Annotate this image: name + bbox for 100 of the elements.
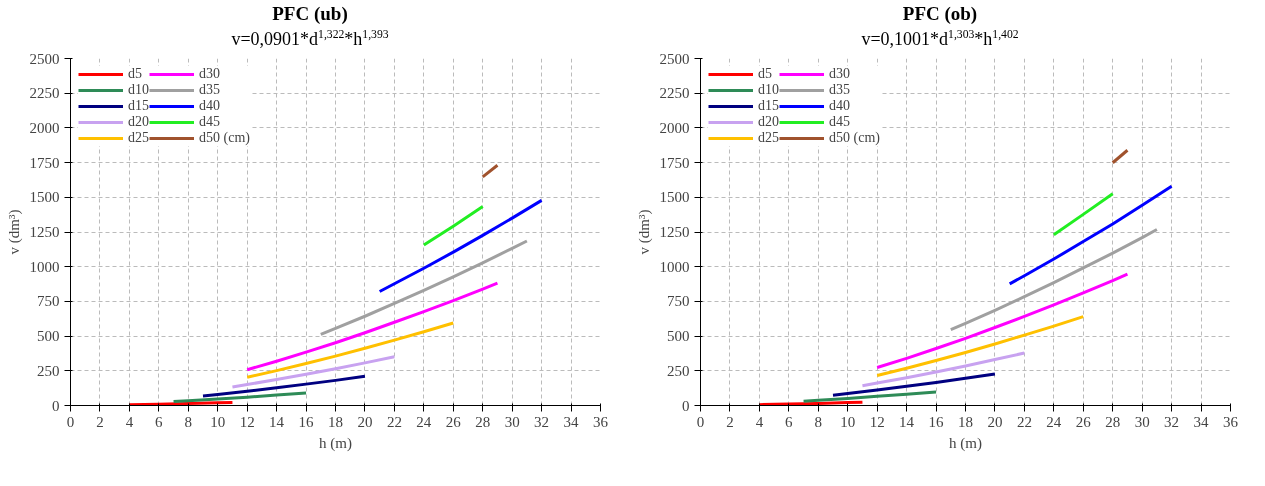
x-tick-label: 22 [386, 413, 402, 430]
chart-subtitle: v=0,1001*d$^{1,303}$*h$^{1,402}$ [861, 27, 1019, 52]
legend-label: d20 [128, 113, 149, 130]
y-tick-label: 250 [37, 362, 60, 379]
x-tick-label: 2 [726, 413, 734, 430]
x-tick-label: 8 [814, 413, 823, 430]
x-tick-label: 34 [1193, 413, 1210, 430]
x-tick-label: 12 [869, 413, 885, 430]
x-tick-label: 6 [785, 413, 794, 430]
x-tick-label: 14 [269, 413, 285, 430]
x-tick-label: 4 [125, 413, 134, 430]
y-tick-label: 2250 [659, 85, 690, 102]
x-tick-label: 26 [445, 413, 462, 430]
line-series [378, 198, 544, 293]
x-tick-label: 32 [1164, 413, 1180, 430]
line-series [802, 390, 938, 403]
x-tick-label: 36 [1223, 413, 1239, 430]
legend-label: d40 [829, 97, 850, 114]
x-tick-label: 0 [696, 413, 705, 430]
x-tick-label: 28 [475, 413, 491, 430]
legend-label: d25 [758, 129, 779, 146]
legend-label: d45 [199, 113, 220, 130]
line-series [949, 227, 1159, 332]
legend-label: d40 [199, 97, 220, 114]
x-tick-label: 4 [755, 413, 764, 430]
line-series [831, 372, 997, 397]
x-tick-label: 6 [155, 413, 164, 430]
legend-label: d30 [199, 65, 220, 82]
line-series [319, 239, 529, 336]
chart-subtitle: v=0,0901*d$^{1,322}$*h$^{1,393}$ [231, 27, 389, 52]
x-tick-label: 20 [987, 413, 1003, 430]
legend-label: d50 (cm) [829, 129, 880, 146]
x-tick-label: 30 [504, 413, 520, 430]
x-tick-label: 16 [928, 413, 945, 430]
x-tick-label: 12 [239, 413, 255, 430]
y-tick-label: 2500 [659, 50, 690, 67]
y-tick-label: 1750 [29, 154, 60, 171]
line-series [245, 281, 499, 372]
line-series [1008, 184, 1174, 286]
legend-label: d30 [829, 65, 850, 82]
legend-label: d15 [758, 97, 779, 114]
y-tick-label: 1250 [659, 223, 690, 240]
x-tick-label: 22 [1016, 413, 1032, 430]
y-tick-label: 1000 [29, 258, 60, 275]
line-series [230, 355, 396, 389]
x-tick-label: 36 [593, 413, 609, 430]
legend-label: d5 [128, 65, 143, 82]
x-tick-label: 2 [96, 413, 104, 430]
x-tick-label: 24 [1046, 413, 1062, 430]
y-tick-label: 0 [52, 397, 60, 414]
line-series [172, 391, 308, 403]
y-axis-title: v (dm³) [635, 209, 653, 255]
legend-label: d10 [128, 81, 149, 98]
y-tick-label: 2250 [29, 85, 60, 102]
y-tick-label: 1500 [659, 189, 690, 206]
line-series [245, 321, 455, 379]
legend-label: d35 [829, 81, 850, 98]
chart-title: PFC (ob) [902, 2, 978, 26]
y-tick-label: 1000 [659, 258, 690, 275]
x-tick-label: 34 [563, 413, 580, 430]
y-tick-label: 500 [667, 327, 690, 344]
y-tick-label: 0 [682, 397, 690, 414]
x-tick-label: 30 [1134, 413, 1150, 430]
legend-label: d15 [128, 97, 149, 114]
y-tick-label: 1500 [29, 189, 60, 206]
line-series [860, 351, 1026, 387]
y-tick-label: 2000 [659, 119, 690, 136]
x-tick-label: 16 [298, 413, 315, 430]
line-series [201, 374, 367, 398]
x-axis-title: h (m) [319, 434, 352, 452]
x-tick-label: 26 [1075, 413, 1092, 430]
x-tick-label: 0 [66, 413, 75, 430]
legend-label: d25 [128, 129, 149, 146]
x-tick-label: 18 [958, 413, 973, 430]
y-tick-label: 1250 [29, 223, 60, 240]
y-tick-label: 1750 [659, 154, 690, 171]
y-tick-label: 2500 [29, 50, 60, 67]
y-tick-label: 2000 [29, 119, 60, 136]
y-tick-label: 750 [37, 293, 60, 310]
y-axis-title: v (dm³) [5, 209, 23, 255]
x-tick-label: 10 [210, 413, 226, 430]
y-tick-label: 250 [667, 362, 690, 379]
x-tick-label: 18 [328, 413, 343, 430]
legend-label: d35 [199, 81, 220, 98]
y-tick-label: 750 [667, 293, 690, 310]
x-tick-label: 32 [534, 413, 550, 430]
y-tick-label: 500 [37, 327, 60, 344]
legend-label: d45 [829, 113, 850, 130]
legend-label: d5 [758, 65, 773, 82]
line-series [875, 272, 1129, 369]
legend-label: d10 [758, 81, 779, 98]
x-tick-label: 28 [1105, 413, 1121, 430]
x-tick-label: 14 [899, 413, 915, 430]
legend-label: d50 (cm) [199, 129, 250, 146]
x-axis-title: h (m) [949, 434, 982, 452]
line-series [875, 315, 1085, 377]
x-tick-label: 24 [416, 413, 432, 430]
legend-label: d20 [758, 113, 779, 130]
x-tick-label: 20 [357, 413, 373, 430]
x-tick-label: 10 [840, 413, 856, 430]
